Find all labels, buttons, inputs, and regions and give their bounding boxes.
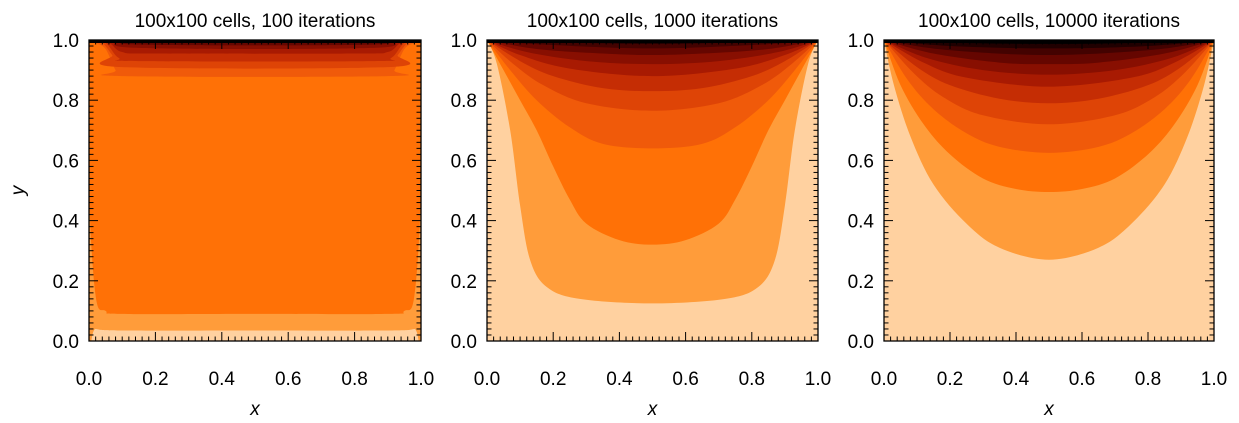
axis-ticks [486, 39, 819, 342]
contour-bands [89, 40, 421, 341]
x-tick-label: 1.0 [805, 369, 831, 390]
chart-title: 100x100 cells, 100 iterations [135, 11, 376, 32]
x-axis-label: x [249, 399, 261, 420]
contour-band-2 [89, 40, 421, 315]
y-tick-label: 0.8 [451, 91, 477, 112]
y-tick-label: 0.0 [451, 332, 477, 353]
x-axis-label: x [647, 399, 659, 420]
y-tick-label: 0.8 [53, 91, 79, 112]
y-tick-label: 0.0 [848, 332, 874, 353]
axis-ticks [88, 39, 422, 342]
panel-1: 0.0 0.2 0.4 0.6 0.8 1.0 0.0 0.2 0.4 0.6 0.8 1.0 100x… [8, 11, 434, 420]
x-tick-label: 0.2 [540, 369, 566, 390]
y-tick-label: 0.2 [848, 272, 874, 293]
y-tick-label: 0.6 [848, 151, 874, 172]
x-tick-label: 1.0 [1201, 369, 1227, 390]
y-tick-label: 0.4 [848, 212, 875, 233]
chart-title: 100x100 cells, 10000 iterations [918, 11, 1180, 32]
y-tick-label: 1.0 [451, 31, 477, 52]
y-tick-label: 0.2 [53, 272, 79, 293]
x-tick-label: 0.0 [76, 369, 102, 390]
y-tick-label: 0.0 [53, 332, 79, 353]
y-tick-label: 0.2 [451, 272, 477, 293]
y-tick-label: 0.4 [451, 212, 478, 233]
x-tick-label: 0.8 [341, 369, 367, 390]
y-axis-label: y [8, 184, 29, 197]
y-tick-label: 0.6 [53, 151, 79, 172]
contour-bands [884, 40, 1214, 260]
x-tick-label: 0.0 [474, 369, 500, 390]
y-tick-label: 0.8 [848, 91, 874, 112]
x-tick-label: 1.0 [408, 369, 434, 390]
x-tick-label: 0.2 [142, 369, 168, 390]
x-axis-label: x [1043, 399, 1055, 420]
x-tick-label: 0.8 [739, 369, 765, 390]
x-tick-label: 0.0 [871, 369, 897, 390]
y-tick-label: 1.0 [848, 31, 874, 52]
y-tick-label: 1.0 [53, 31, 79, 52]
x-tick-label: 0.6 [275, 369, 301, 390]
panel-3: 0.0 0.2 0.4 0.6 0.8 1.0 0.0 0.2 0.4 0.6 0.8 1.0 100x… [848, 11, 1228, 420]
chart-title: 100x100 cells, 1000 iterations [527, 11, 778, 32]
contour-bands [487, 40, 818, 304]
y-tick-label: 0.6 [451, 151, 477, 172]
axis-ticks [883, 39, 1215, 342]
x-tick-label: 0.4 [209, 369, 236, 390]
x-tick-label: 0.6 [1069, 369, 1095, 390]
panel-2: 0.0 0.2 0.4 0.6 0.8 1.0 0.0 0.2 0.4 0.6 0.8 1.0 100x… [451, 11, 832, 420]
x-tick-label: 0.8 [1135, 369, 1161, 390]
x-tick-label: 0.4 [606, 369, 633, 390]
x-tick-label: 0.4 [1003, 369, 1030, 390]
x-tick-label: 0.2 [937, 369, 963, 390]
y-tick-label: 0.4 [53, 212, 80, 233]
x-tick-label: 0.6 [672, 369, 698, 390]
